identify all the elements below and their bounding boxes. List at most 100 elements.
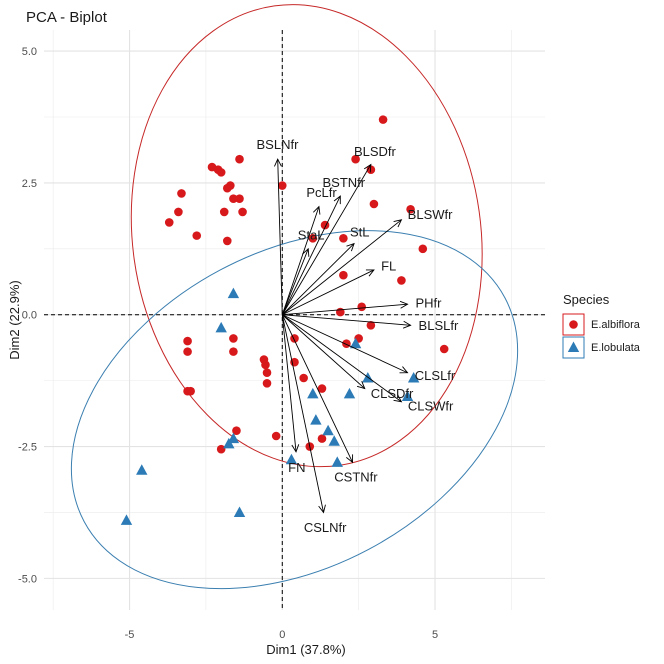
- legend-label-e-lobulata: E.lobulata: [591, 342, 641, 354]
- arrowhead-bslnfr: [274, 158, 282, 167]
- point-e-albiflora: [216, 168, 226, 177]
- point-e-albiflora: [177, 189, 186, 198]
- point-e-lobulata: [401, 390, 414, 401]
- point-e-lobulata: [349, 337, 362, 349]
- point-e-lobulata: [285, 453, 298, 465]
- loading-label-bslnfr: BSLNfr: [257, 137, 300, 152]
- confidence-ellipses: [70, 4, 519, 590]
- point-e-lobulata: [343, 387, 356, 399]
- arrowhead-fl: [365, 269, 375, 277]
- data-points: [120, 115, 449, 525]
- y-tick-labels: -5.0 -2.5 0.0 2.5 5.0: [18, 46, 37, 585]
- arrow-stal: [281, 248, 309, 315]
- arrow-pclfr: [281, 206, 320, 315]
- arrowhead-cslnfr: [318, 504, 326, 514]
- point-e-albiflora: [342, 339, 351, 349]
- y-tick-label: 5.0: [22, 46, 37, 58]
- point-e-albiflora: [186, 386, 195, 396]
- point-e-albiflora: [339, 270, 348, 280]
- point-e-albiflora: [277, 181, 287, 190]
- point-e-lobulata: [331, 456, 343, 467]
- x-tick-label: -5: [125, 629, 135, 641]
- arrowhead-clswfr: [393, 394, 403, 403]
- point-e-albiflora: [235, 194, 244, 204]
- point-e-albiflora: [317, 384, 327, 393]
- arrowhead-phfr: [399, 300, 409, 309]
- loading-label-fn: FN: [288, 460, 305, 475]
- point-e-lobulata: [328, 435, 340, 446]
- legend-label-e-albiflora: E.albiflora: [591, 319, 641, 331]
- loading-label-fl: FL: [381, 258, 396, 273]
- point-e-albiflora: [235, 154, 244, 164]
- arrow-cstnfr: [281, 314, 353, 463]
- y-tick-label: 2.5: [22, 178, 37, 190]
- point-e-albiflora: [308, 233, 318, 243]
- point-e-albiflora: [299, 373, 308, 383]
- point-e-albiflora: [238, 207, 247, 217]
- arrowhead-stal: [302, 247, 310, 257]
- point-e-albiflora: [317, 434, 327, 443]
- legend-key-box-e-lobulata: [562, 336, 585, 359]
- point-e-albiflora: [229, 194, 238, 204]
- point-e-albiflora: [232, 426, 241, 436]
- point-e-albiflora: [164, 218, 174, 227]
- point-e-albiflora: [271, 431, 281, 441]
- point-e-albiflora: [219, 207, 229, 217]
- point-e-albiflora: [192, 231, 202, 240]
- arrow-clswfr: [282, 314, 402, 403]
- point-e-albiflora: [229, 334, 238, 343]
- loading-label-stl: StL: [350, 225, 370, 240]
- point-e-albiflora: [222, 236, 232, 246]
- legend-key-box-e-albiflora: [562, 313, 585, 336]
- point-e-albiflora: [290, 334, 299, 343]
- zero-lines: [44, 30, 545, 610]
- chart-title: PCA - Biplot: [26, 9, 108, 26]
- point-e-lobulata: [233, 506, 246, 517]
- arrow-clslfr: [282, 314, 408, 374]
- point-e-albiflora: [183, 336, 192, 346]
- point-e-albiflora: [351, 154, 360, 164]
- point-e-albiflora: [174, 207, 183, 217]
- arrowhead-blslfr: [402, 320, 412, 329]
- loading-labels: BSLNfr BLSDfr BSTNfr BLSWfr PcLfr StaL StL FL PH…: [257, 137, 459, 535]
- arrowhead-pclfr: [313, 205, 321, 215]
- arrow-blslfr: [282, 314, 411, 326]
- point-e-albiflora: [339, 233, 348, 243]
- point-e-lobulata: [227, 432, 240, 444]
- arrow-blsdfr: [281, 164, 372, 315]
- y-tick-label: -5.0: [18, 573, 37, 585]
- arrow-bstnfr: [281, 195, 341, 315]
- point-e-albiflora: [183, 347, 192, 356]
- loading-label-bstnfr: BSTNfr: [323, 175, 366, 190]
- point-e-albiflora: [261, 360, 270, 370]
- arrow-clsdfr: [281, 314, 366, 389]
- arrow-fl: [282, 269, 375, 316]
- point-e-lobulata: [136, 464, 148, 475]
- point-e-lobulata: [310, 414, 322, 425]
- point-e-lobulata: [407, 372, 420, 383]
- point-e-lobulata: [215, 321, 227, 333]
- arrowhead-clsdfr: [356, 380, 366, 390]
- arrowhead-blsdfr: [363, 163, 372, 173]
- loading-label-stal: StaL: [298, 228, 325, 243]
- x-axis-title: Dim1 (37.8%): [266, 642, 345, 657]
- arrowhead-cstnfr: [346, 454, 354, 464]
- loading-label-clsdfr: CLSDfr: [371, 386, 414, 401]
- arrowhead-blswfr: [393, 219, 403, 228]
- ellipse-e-albiflora: [130, 4, 483, 468]
- loading-label-phfr: PHfr: [416, 296, 443, 311]
- point-e-lobulata: [223, 437, 235, 449]
- loading-label-blsdfr: BLSDfr: [354, 144, 397, 159]
- arrow-cslnfr: [281, 314, 324, 513]
- x-tick-label: 0: [279, 629, 285, 641]
- point-e-albiflora: [216, 444, 226, 454]
- loading-label-cstnfr: CSTNfr: [334, 469, 378, 484]
- point-e-albiflora: [357, 302, 367, 312]
- point-e-lobulata: [227, 287, 240, 299]
- x-tick-labels: -5 0 5: [125, 629, 438, 641]
- point-e-albiflora: [226, 181, 235, 190]
- arrow-blswfr: [282, 219, 402, 316]
- point-e-lobulata: [322, 424, 334, 436]
- y-tick-label: 0.0: [22, 310, 37, 322]
